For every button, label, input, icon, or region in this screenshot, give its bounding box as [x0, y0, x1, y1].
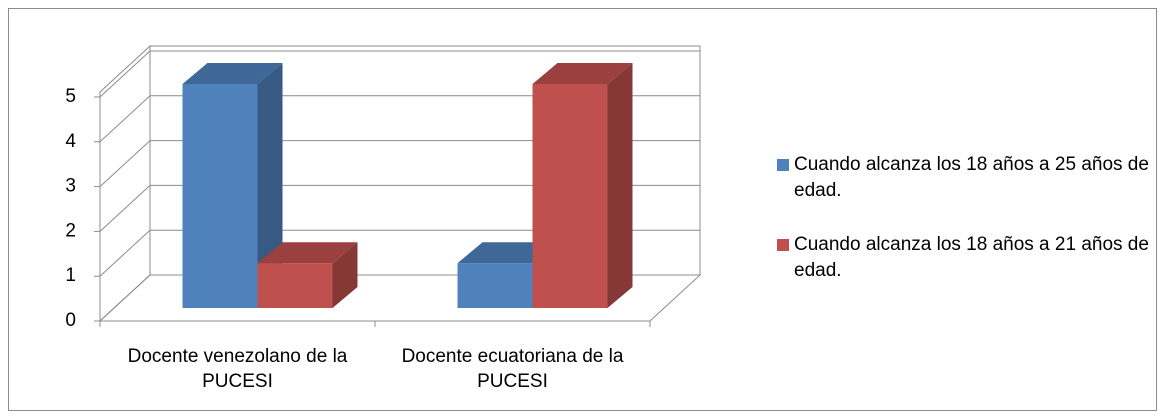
- y-tick-label: 3: [65, 176, 76, 197]
- y-tick-label: 0: [65, 310, 76, 331]
- grid-line: [99, 229, 700, 277]
- legend-label: Cuando alcanza los 18 años a 25 años de …: [794, 154, 1149, 201]
- y-tick-label: 2: [65, 220, 76, 241]
- bar: [257, 263, 333, 308]
- bar: [532, 84, 608, 308]
- x-tick-label: Docente venezolano de la PUCESI: [127, 346, 348, 392]
- legend-label: Cuando alcanza los 18 años a 21 años de …: [794, 234, 1149, 281]
- bar-top: [257, 242, 358, 264]
- bar-side: [607, 63, 633, 308]
- y-tick-label: 4: [65, 131, 76, 152]
- bar-side: [257, 63, 283, 308]
- grid-line: [99, 140, 700, 187]
- grid-line: [99, 184, 700, 232]
- bar: [182, 84, 258, 308]
- bar-side: [332, 242, 358, 308]
- bar-top: [532, 63, 633, 84]
- grid-line: [99, 95, 700, 143]
- legend-item: Cuando alcanza los 18 años a 25 años de …: [777, 152, 1157, 204]
- y-tick-label: 5: [65, 86, 76, 107]
- grid-line: [99, 50, 700, 98]
- legend-swatch: [777, 239, 789, 251]
- x-tick-label: Docente ecuatoriana de la PUCESI: [401, 346, 624, 392]
- legend-swatch: [777, 159, 789, 171]
- legend-item: Cuando alcanza los 18 años a 21 años de …: [777, 232, 1157, 284]
- bar-top: [182, 63, 283, 84]
- y-tick-label: 1: [65, 265, 76, 286]
- side-wall: [99, 44, 151, 323]
- bar: [457, 263, 533, 308]
